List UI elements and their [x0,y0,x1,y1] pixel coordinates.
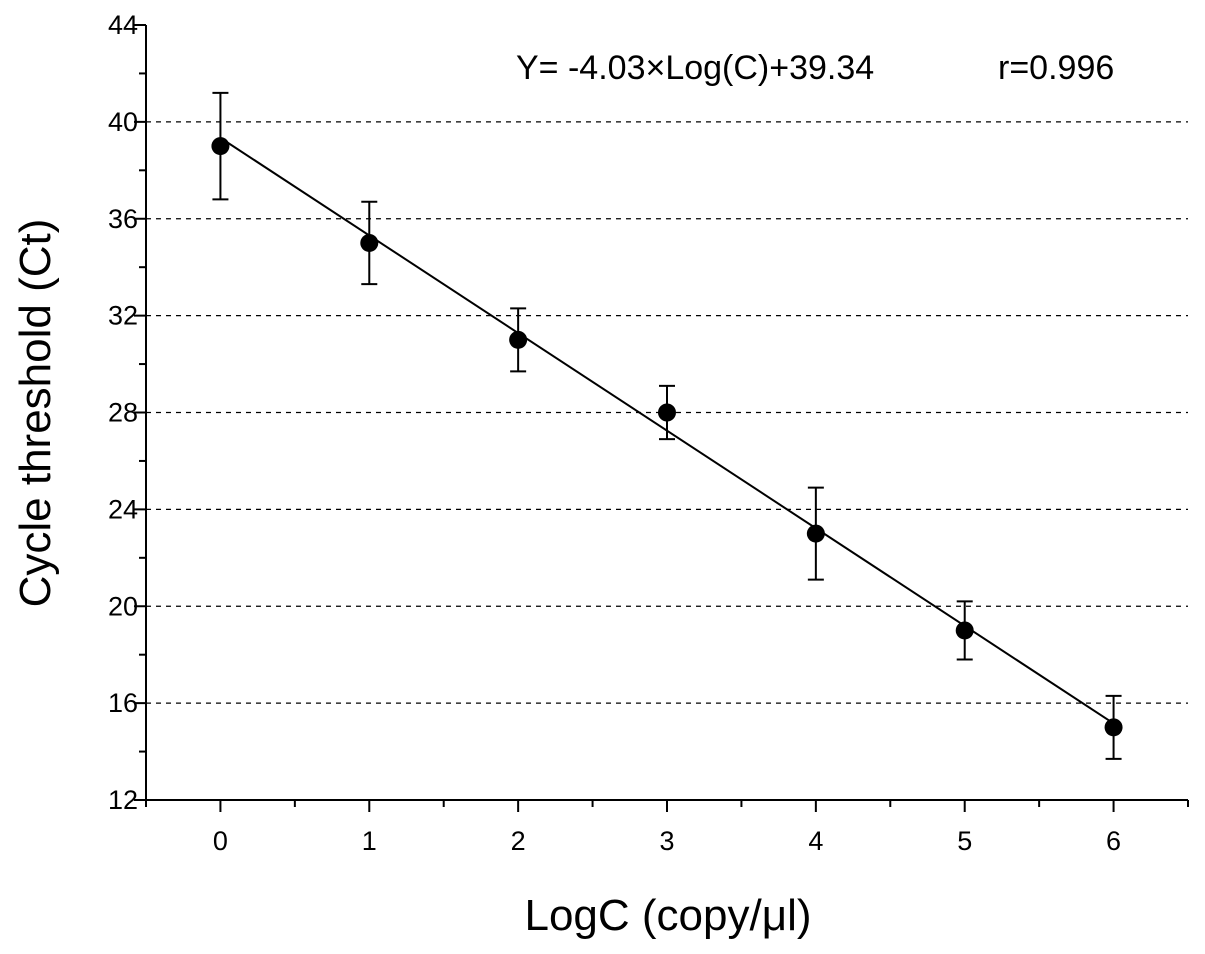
x-tick-label: 1 [362,826,377,856]
data-point-5 [955,621,974,640]
y-tick-label: 44 [108,10,138,40]
x-tick-label: 0 [213,826,228,856]
x-tick-label: 6 [1106,826,1121,856]
data-point-3 [658,403,676,422]
x-axis-title: LogC (copy/μl) [524,891,811,940]
x-tick-label: 2 [511,826,526,856]
data-point-1 [360,233,379,252]
data-points [211,91,1123,760]
r-value-annotation: r=0.996 [998,49,1114,87]
y-axis-title: Cycle threshold (Ct) [11,219,60,608]
y-tick-label: 36 [108,204,138,234]
y-tick-label: 12 [108,785,138,815]
y-tick-label: 24 [108,494,138,524]
x-tick-label: 3 [659,826,674,856]
data-point-0 [211,137,230,156]
equation-annotation: Y= -4.03×Log(C)+39.34 [516,49,874,87]
data-point-2 [509,330,528,349]
y-tick-label: 28 [108,398,138,428]
y-tick-label: 40 [108,107,138,137]
y-tick-label: 32 [108,301,138,331]
axes [134,24,1189,812]
y-tick-label: 20 [108,591,138,621]
x-tick-label: 5 [957,826,972,856]
data-point-4 [806,524,825,543]
y-tick-label: 16 [108,688,138,718]
x-tick-label: 4 [808,826,823,856]
data-point-6 [1104,718,1123,737]
